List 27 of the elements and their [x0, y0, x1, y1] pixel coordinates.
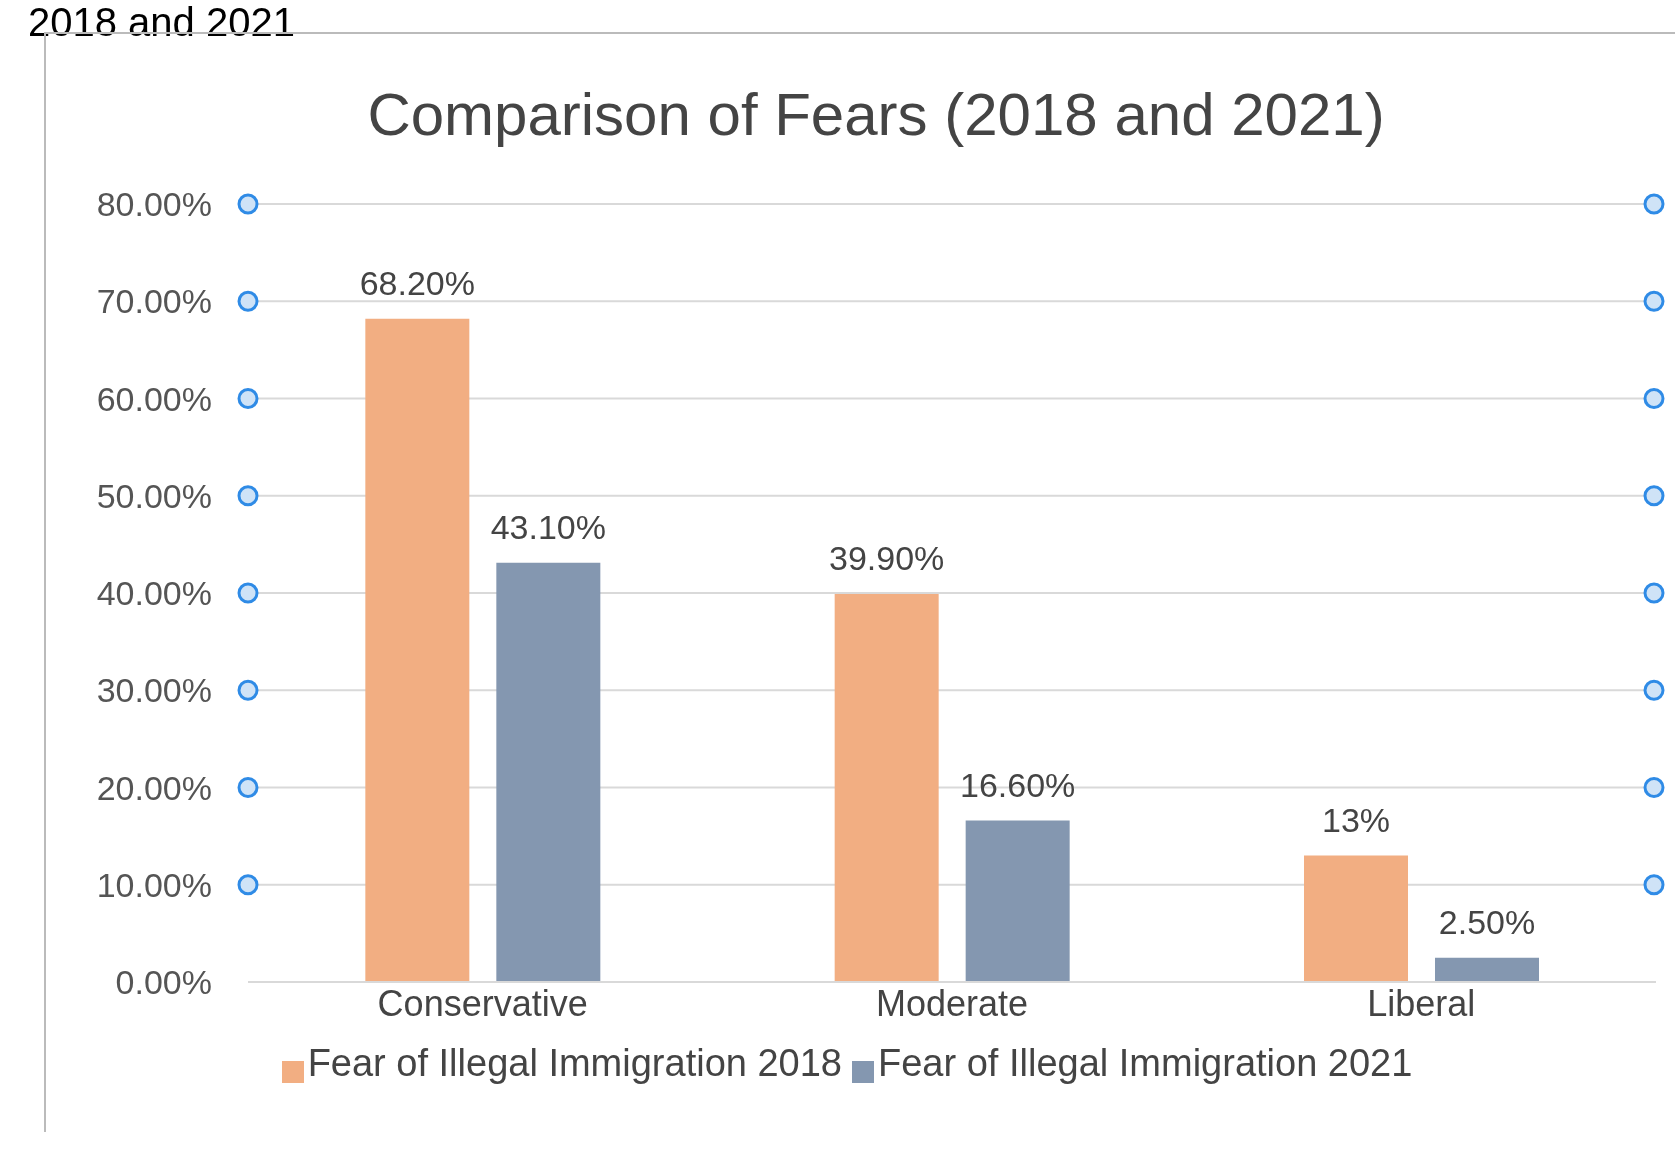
- y-tick-label: 80.00%: [96, 185, 212, 224]
- y-tick-label: 50.00%: [96, 476, 212, 515]
- y-tick-label: 70.00%: [96, 282, 212, 321]
- y-tick-label: 40.00%: [96, 574, 212, 613]
- data-label: 2.50%: [1438, 902, 1536, 941]
- data-label: 68.20%: [359, 263, 475, 302]
- bar: [965, 820, 1070, 982]
- data-label: 43.10%: [490, 507, 606, 546]
- data-label: 16.60%: [960, 765, 1076, 804]
- y-tick-label: 60.00%: [96, 379, 212, 418]
- bar: [834, 593, 939, 982]
- chart-title: Comparison of Fears (2018 and 2021): [366, 80, 1386, 149]
- bar: [1435, 957, 1539, 982]
- y-tick-label: 10.00%: [96, 865, 212, 904]
- bar: [496, 562, 601, 982]
- x-tick-label: Conservative: [377, 982, 588, 1024]
- bar: [365, 318, 470, 982]
- data-label: 39.90%: [829, 538, 945, 577]
- bar: [1304, 855, 1408, 982]
- y-tick-label: 30.00%: [96, 671, 212, 710]
- data-label: 13%: [1321, 800, 1391, 839]
- x-tick-label: Liberal: [1367, 982, 1476, 1024]
- y-tick-label: 20.00%: [96, 768, 212, 807]
- x-tick-label: Moderate: [875, 982, 1029, 1024]
- legend-label: Fear of Illegal Immigration 2021: [878, 1042, 1413, 1084]
- legend-label: Fear of Illegal Immigration 2018: [307, 1042, 842, 1084]
- y-tick-label: 0.00%: [115, 963, 212, 1002]
